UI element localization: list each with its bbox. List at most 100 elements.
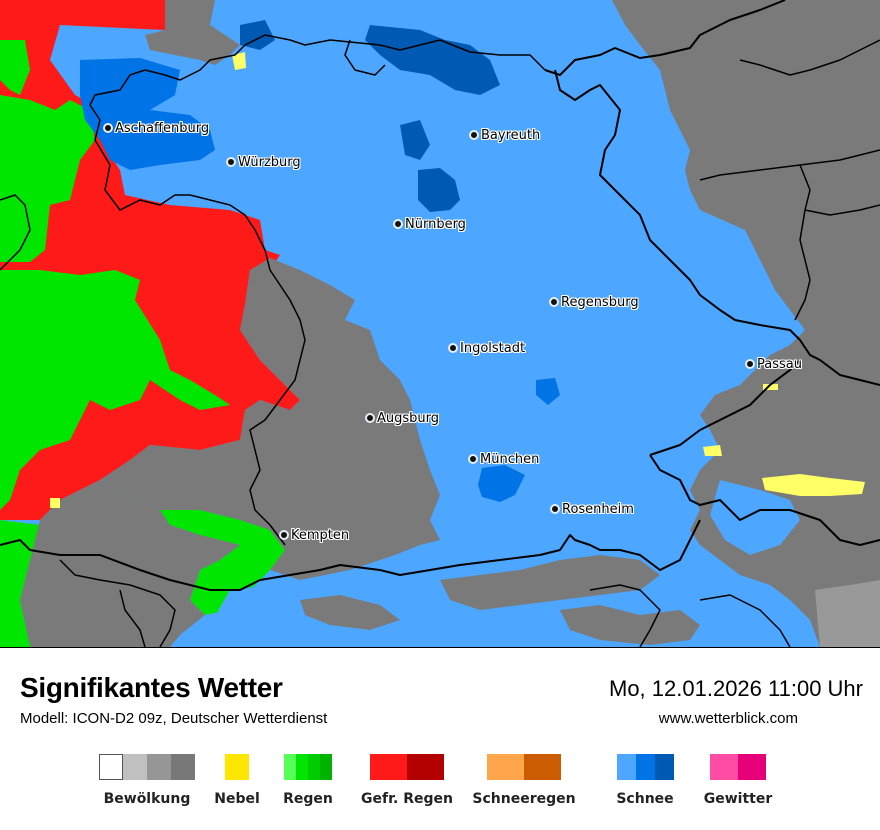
map-footer: Signifikantes Wetter Modell: ICON-D2 09z…	[0, 648, 880, 830]
snow-area	[710, 480, 800, 555]
city-label: Rosenheim	[562, 501, 634, 517]
legend-item-gewitter: Gewitter	[694, 754, 782, 807]
legend-swatches	[92, 754, 202, 780]
swatch-freezing-rain-heavy	[407, 754, 444, 780]
city-label: Kempten	[291, 527, 350, 543]
swatch-sleet-heavy	[524, 754, 561, 780]
legend-label: Nebel	[214, 791, 260, 807]
legend-swatches	[694, 754, 782, 780]
legend: Bewölkung Nebel Regen Gefr. Regen	[0, 754, 880, 814]
legend-label: Schnee	[616, 791, 674, 807]
legend-swatches	[600, 754, 690, 780]
swatch-snow-light	[616, 754, 636, 780]
city-dot-icon	[103, 123, 113, 133]
city-dot-icon	[745, 359, 755, 369]
city-dot-icon	[469, 130, 479, 140]
swatch-thunderstorm-light	[710, 754, 738, 780]
city-dot-icon	[549, 297, 559, 307]
city-dot-icon	[365, 413, 375, 423]
map-title: Signifikantes Wetter	[20, 672, 283, 703]
city-label: Regensburg	[561, 294, 639, 310]
cloud-area-light	[815, 580, 880, 647]
fog-area	[762, 474, 865, 496]
border-lines	[0, 0, 880, 647]
cloud-area	[300, 595, 400, 630]
city-dot-icon	[448, 343, 458, 353]
city-marker-rosenheim[interactable]: Rosenheim	[550, 501, 634, 517]
city-marker-passau[interactable]: Passau	[745, 356, 802, 372]
rain-area	[0, 40, 30, 95]
legend-item-schnee: Schnee	[600, 754, 690, 807]
city-label: Aschaffenburg	[115, 120, 210, 136]
city-marker-bayreuth[interactable]: Bayreuth	[469, 127, 540, 143]
city-marker-muenchen[interactable]: München	[468, 451, 539, 467]
cloud-area	[560, 605, 700, 645]
swatch-fog	[225, 754, 249, 780]
city-marker-wuerzburg[interactable]: Würzburg	[226, 154, 301, 170]
city-marker-ingolstadt[interactable]: Ingolstadt	[448, 340, 525, 356]
city-label: Nürnberg	[405, 216, 466, 232]
swatch-snow-medium	[635, 754, 655, 780]
legend-label: Bewölkung	[103, 791, 191, 807]
swatch-rain-4	[320, 754, 332, 780]
swatch-cloud-none	[99, 754, 123, 780]
city-label: München	[480, 451, 540, 467]
model-info: Modell: ICON-D2 09z, Deutscher Wetterdie…	[20, 710, 328, 727]
legend-label: Regen	[283, 791, 333, 807]
legend-item-schneeregen: Schneeregen	[466, 754, 582, 807]
city-label: Augsburg	[377, 410, 440, 426]
swatch-rain-1	[284, 754, 296, 780]
rain-area	[0, 520, 40, 647]
city-dot-icon	[468, 454, 478, 464]
city-dot-icon	[393, 219, 403, 229]
swatch-snow-heavy	[654, 754, 674, 780]
rain-area	[0, 270, 230, 510]
city-dot-icon	[550, 504, 560, 514]
swatch-freezing-rain-light	[370, 754, 407, 780]
swatch-sleet-light	[487, 754, 524, 780]
legend-item-regen: Regen	[270, 754, 346, 807]
legend-label: Schneeregen	[472, 791, 576, 807]
legend-swatches	[348, 754, 466, 780]
website-link[interactable]: www.wetterblick.com	[658, 710, 798, 727]
city-label: Würzburg	[238, 154, 301, 170]
snow-medium-area	[536, 378, 560, 405]
snow-heavy-area	[365, 25, 500, 95]
city-label: Passau	[757, 356, 802, 372]
city-marker-kempten[interactable]: Kempten	[279, 527, 349, 543]
city-marker-nuernberg[interactable]: Nürnberg	[393, 216, 466, 232]
legend-label: Gewitter	[703, 791, 773, 807]
fog-area	[50, 498, 60, 508]
city-marker-regensburg[interactable]: Regensburg	[549, 294, 639, 310]
swatch-cloud-light	[123, 754, 147, 780]
map-divider	[0, 647, 880, 648]
city-dot-icon	[279, 530, 289, 540]
fog-area	[703, 445, 722, 456]
city-marker-aschaffenburg[interactable]: Aschaffenburg	[103, 120, 209, 136]
legend-swatches	[270, 754, 346, 780]
legend-swatches	[202, 754, 272, 780]
legend-item-bewoelkung: Bewölkung	[92, 754, 202, 807]
legend-swatches	[466, 754, 582, 780]
city-label: Ingolstadt	[460, 340, 526, 356]
city-label: Bayreuth	[481, 127, 541, 143]
swatch-cloud-medium	[147, 754, 171, 780]
cloud-area	[145, 0, 240, 65]
city-marker-augsburg[interactable]: Augsburg	[365, 410, 439, 426]
snow-medium-area	[80, 58, 215, 170]
swatch-cloud-heavy	[171, 754, 195, 780]
legend-label: Gefr. Regen	[361, 791, 453, 807]
snow-area	[210, 585, 290, 647]
snow-heavy-area	[400, 120, 430, 160]
rain-area	[160, 510, 285, 615]
snow-medium-area	[478, 465, 525, 502]
cloud-area	[440, 555, 660, 610]
fog-area	[232, 52, 246, 70]
swatch-thunderstorm-heavy	[738, 754, 766, 780]
weather-map[interactable]: Aschaffenburg Würzburg Bayreuth Nürnberg…	[0, 0, 880, 647]
weather-map-layers	[0, 0, 880, 647]
forecast-datetime: Mo, 12.01.2026 11:00 Uhr	[609, 676, 863, 701]
cloud-area	[100, 258, 440, 580]
city-dot-icon	[226, 157, 236, 167]
rain-area	[0, 95, 95, 262]
